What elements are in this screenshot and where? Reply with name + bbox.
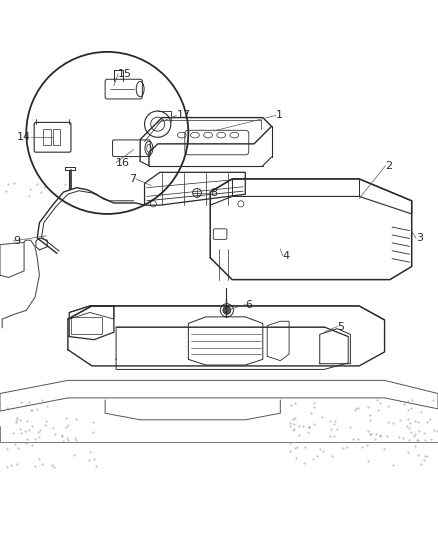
Bar [43, 130, 51, 145]
Text: 5: 5 [337, 321, 344, 332]
Text: 4: 4 [283, 251, 290, 261]
Text: 8: 8 [210, 188, 217, 198]
Text: 15: 15 [118, 69, 132, 79]
Text: 3: 3 [416, 233, 423, 243]
Text: 17: 17 [177, 110, 191, 120]
Bar [53, 130, 60, 145]
Text: 14: 14 [17, 132, 31, 142]
Circle shape [223, 306, 231, 314]
Text: 7: 7 [129, 174, 136, 184]
Text: 2: 2 [385, 161, 392, 171]
Text: 6: 6 [245, 300, 252, 310]
Bar [71, 317, 102, 334]
Text: 1: 1 [276, 110, 283, 120]
Text: 16: 16 [116, 158, 130, 168]
Text: 9: 9 [13, 236, 20, 246]
